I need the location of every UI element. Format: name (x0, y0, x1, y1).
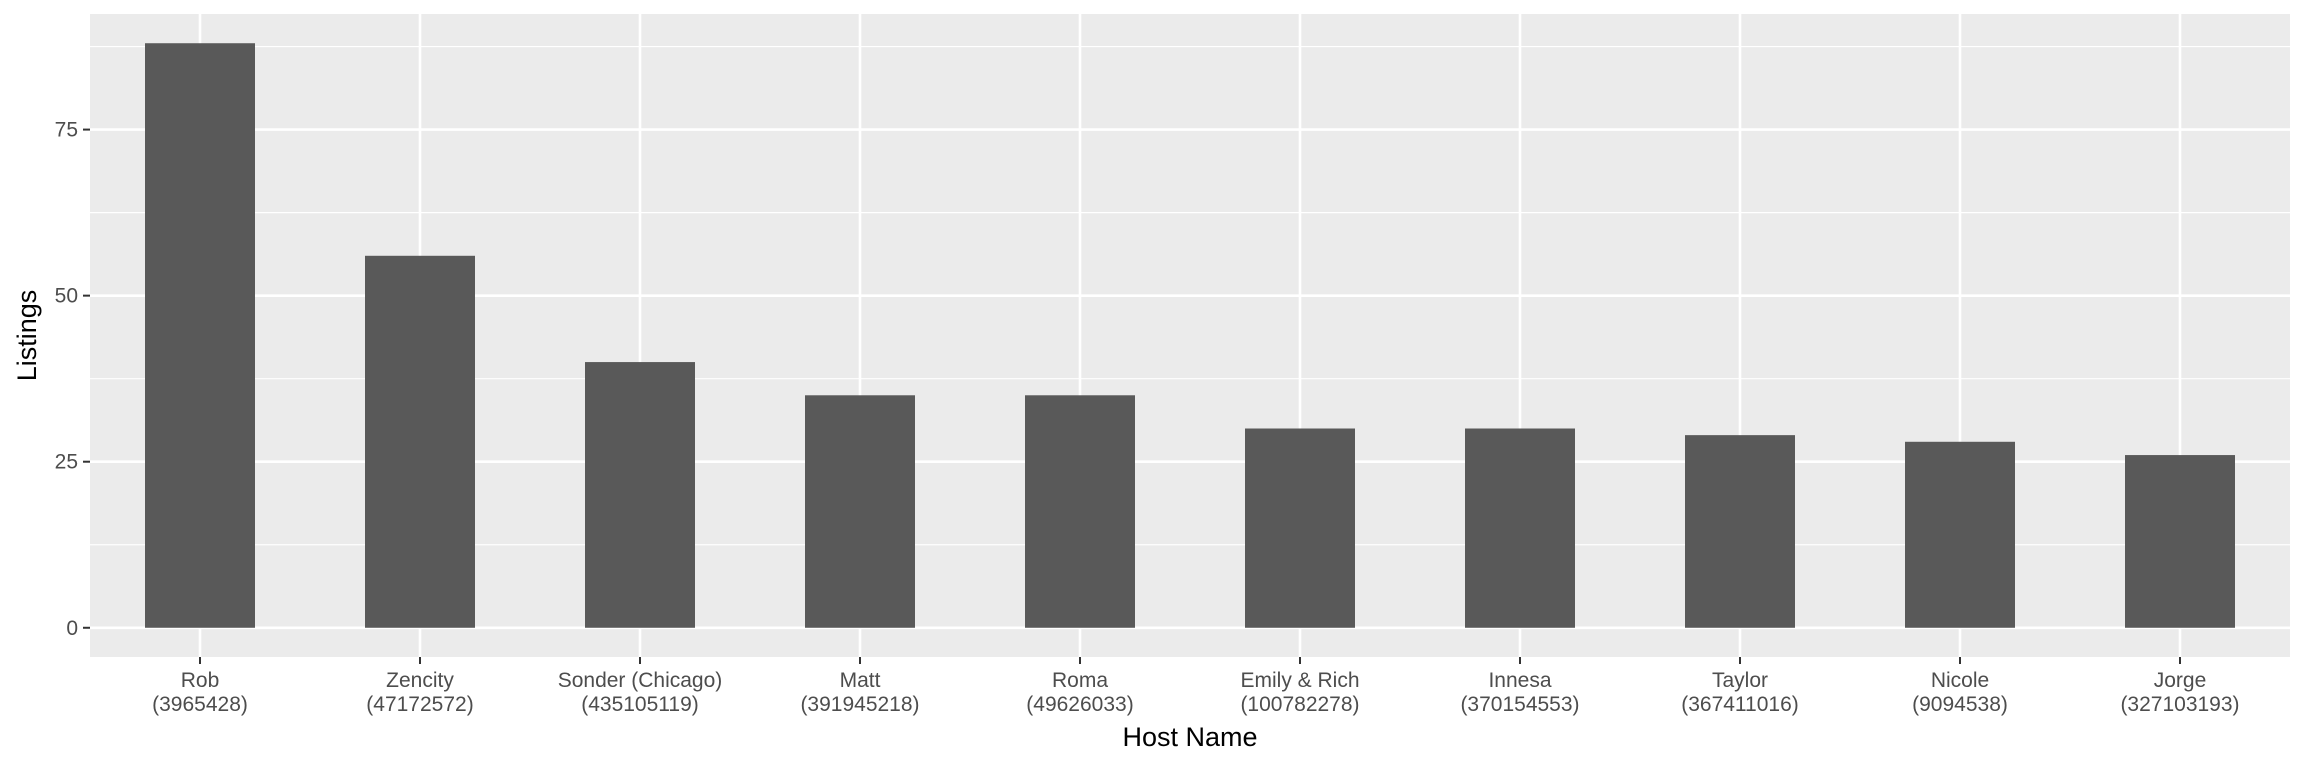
y-tick-label: 0 (66, 617, 78, 640)
y-axis: 0 25 50 75 (55, 119, 90, 640)
y-tick-label: 75 (55, 119, 78, 142)
bar (585, 362, 695, 628)
x-tick-label: Zencity (47172572) (366, 669, 473, 716)
bar (145, 43, 255, 628)
x-tick-label: Roma (49626033) (1026, 669, 1133, 716)
x-tick-label: Taylor (367411016) (1681, 669, 1799, 716)
y-tick-label: 25 (55, 451, 78, 474)
x-tick-label: Rob (3965428) (152, 669, 248, 716)
bar (1245, 428, 1355, 628)
x-axis-title: Host Name (1122, 722, 1257, 752)
bar (1685, 435, 1795, 628)
bar (805, 395, 915, 628)
x-tick-label: Sonder (Chicago) (435105119) (558, 669, 723, 716)
bar (365, 255, 475, 628)
bar (1025, 395, 1135, 628)
x-tick-label: Jorge (327103193) (2120, 669, 2239, 716)
bar (2125, 455, 2235, 628)
x-tick-label: Innesa (370154553) (1460, 669, 1579, 716)
bar (1465, 428, 1575, 628)
x-tick-label: Nicole (9094538) (1912, 669, 2008, 716)
x-tick-label: Matt (391945218) (800, 669, 919, 716)
y-tick-label: 50 (55, 285, 78, 308)
y-axis-title: Listings (12, 290, 42, 382)
x-axis: Rob (3965428) Zencity (47172572) Sonder (Chi… (152, 657, 2240, 716)
bars (145, 43, 2235, 628)
bar (1905, 441, 2015, 628)
x-tick-label: Emily & Rich (100782278) (1240, 669, 1359, 716)
